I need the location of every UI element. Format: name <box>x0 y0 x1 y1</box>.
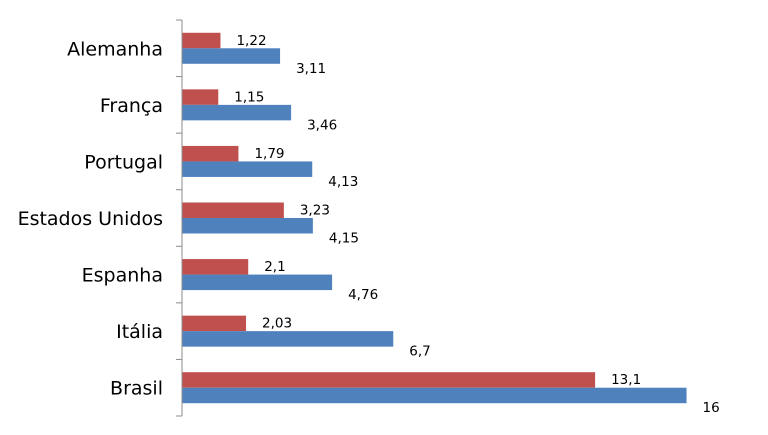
bar <box>182 218 313 234</box>
category-label: Portugal <box>84 151 163 173</box>
data-label: 2,03 <box>262 316 292 332</box>
data-label: 2,1 <box>264 259 285 275</box>
bar <box>182 315 247 332</box>
category-axis <box>176 19 183 417</box>
category-label: Espanha <box>82 265 163 287</box>
category-label: Brasil <box>110 378 163 400</box>
data-label: 13,1 <box>611 372 641 388</box>
bar <box>182 32 221 49</box>
category-labels: Alemanha França Portugal Estados Unidos Espa… <box>18 38 163 399</box>
bar <box>182 104 292 121</box>
category-label: Itália <box>116 321 163 343</box>
data-label: 4,76 <box>348 287 378 303</box>
bar <box>182 259 249 275</box>
bar <box>182 274 333 291</box>
bar <box>182 331 394 347</box>
bar <box>182 387 687 404</box>
bar <box>182 145 239 162</box>
data-label: 1,15 <box>234 89 264 105</box>
bar <box>182 89 219 105</box>
bar <box>182 161 313 177</box>
data-label: 4,15 <box>329 231 359 247</box>
data-label: 16 <box>703 400 720 416</box>
data-label: 3,46 <box>307 117 337 133</box>
bar <box>182 202 284 218</box>
bar <box>182 48 281 64</box>
value-labels: 1,22 3,11 1,15 3,46 1,79 4,13 3,23 4,15 2,1 4,76 2… <box>234 33 719 416</box>
bar <box>182 372 596 388</box>
data-label: 4,13 <box>328 174 358 190</box>
category-label: Alemanha <box>67 38 163 60</box>
category-label: França <box>100 95 163 117</box>
data-label: 1,79 <box>254 146 284 162</box>
data-label: 1,22 <box>236 33 266 49</box>
data-label: 3,23 <box>300 203 330 219</box>
category-label: Estados Unidos <box>18 208 163 230</box>
bars-group <box>182 32 687 404</box>
data-label: 6,7 <box>409 344 430 360</box>
data-label: 3,11 <box>296 61 326 77</box>
